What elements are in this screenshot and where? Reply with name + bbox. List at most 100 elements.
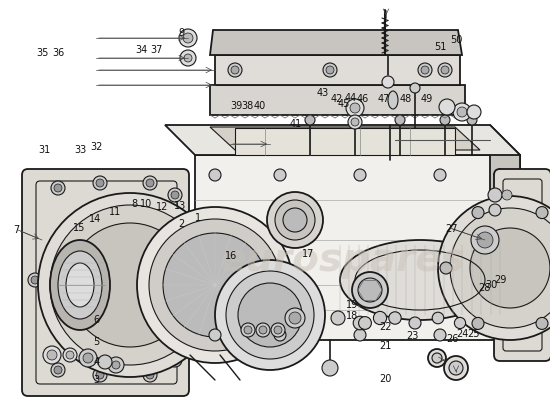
Text: 10: 10	[140, 199, 152, 209]
Text: 46: 46	[357, 94, 369, 104]
Circle shape	[244, 326, 252, 334]
Text: 42: 42	[331, 94, 343, 104]
Circle shape	[502, 190, 512, 200]
Circle shape	[93, 368, 107, 382]
Ellipse shape	[66, 263, 94, 307]
Circle shape	[149, 219, 281, 351]
Circle shape	[467, 115, 477, 125]
Text: 34: 34	[136, 45, 148, 55]
Text: 31: 31	[38, 145, 50, 155]
Text: 40: 40	[254, 101, 266, 111]
Text: 24: 24	[456, 329, 468, 339]
Circle shape	[438, 63, 452, 77]
Circle shape	[348, 115, 362, 129]
Circle shape	[38, 193, 222, 377]
Circle shape	[432, 353, 442, 363]
Circle shape	[326, 66, 334, 74]
Text: 49: 49	[420, 94, 432, 104]
Text: 45: 45	[338, 99, 350, 109]
Text: 19: 19	[346, 300, 358, 310]
Text: 12: 12	[156, 202, 168, 212]
Circle shape	[68, 223, 192, 347]
Text: 13: 13	[174, 202, 186, 211]
Circle shape	[434, 169, 446, 181]
Text: 3: 3	[93, 375, 100, 385]
Text: 30: 30	[485, 280, 497, 290]
Circle shape	[453, 103, 471, 121]
Circle shape	[440, 262, 452, 274]
Circle shape	[43, 346, 61, 364]
Circle shape	[421, 66, 429, 74]
Circle shape	[168, 353, 182, 367]
Circle shape	[450, 208, 550, 328]
Circle shape	[267, 192, 323, 248]
Circle shape	[354, 329, 366, 341]
Text: 27: 27	[445, 224, 457, 234]
Circle shape	[438, 196, 550, 340]
Ellipse shape	[58, 251, 102, 319]
Text: 20: 20	[379, 374, 391, 384]
Circle shape	[108, 357, 124, 373]
Text: 14: 14	[89, 214, 101, 224]
Circle shape	[98, 355, 112, 369]
Circle shape	[352, 272, 388, 308]
Circle shape	[146, 179, 154, 187]
Circle shape	[96, 179, 104, 187]
Circle shape	[163, 233, 267, 337]
Text: 15: 15	[73, 223, 85, 233]
Circle shape	[323, 63, 337, 77]
Text: 44: 44	[345, 93, 357, 103]
Text: 36: 36	[53, 48, 65, 58]
Text: 22: 22	[379, 322, 391, 332]
Polygon shape	[235, 128, 455, 155]
Circle shape	[410, 83, 420, 93]
Circle shape	[350, 103, 360, 113]
Circle shape	[439, 99, 455, 115]
Circle shape	[471, 226, 499, 254]
Polygon shape	[210, 85, 465, 115]
Circle shape	[215, 260, 325, 370]
Circle shape	[444, 356, 468, 380]
Polygon shape	[195, 155, 520, 340]
Text: 1: 1	[195, 213, 201, 223]
Text: 43: 43	[317, 88, 329, 98]
Circle shape	[470, 228, 550, 308]
Circle shape	[428, 349, 446, 367]
Polygon shape	[210, 30, 462, 55]
Circle shape	[536, 318, 548, 330]
Text: 38: 38	[241, 101, 254, 111]
Circle shape	[31, 276, 39, 284]
Circle shape	[536, 206, 548, 218]
Text: 39: 39	[230, 101, 243, 111]
Circle shape	[382, 76, 394, 88]
Text: 32: 32	[90, 142, 102, 152]
Circle shape	[54, 366, 62, 374]
Polygon shape	[210, 127, 480, 150]
FancyBboxPatch shape	[22, 169, 189, 396]
Circle shape	[454, 318, 466, 329]
Ellipse shape	[50, 240, 110, 330]
Circle shape	[353, 316, 367, 330]
Text: 28: 28	[478, 283, 490, 293]
Text: 26: 26	[446, 334, 458, 344]
Circle shape	[168, 188, 182, 202]
Circle shape	[179, 29, 197, 47]
Circle shape	[351, 118, 359, 126]
Circle shape	[83, 353, 93, 363]
Circle shape	[209, 169, 221, 181]
Circle shape	[322, 360, 338, 376]
Circle shape	[96, 371, 104, 379]
Circle shape	[274, 329, 286, 341]
Text: 17: 17	[302, 249, 314, 259]
Circle shape	[238, 283, 302, 347]
Circle shape	[395, 115, 405, 125]
Circle shape	[146, 371, 154, 379]
Text: 2: 2	[178, 219, 185, 229]
Text: 33: 33	[75, 145, 87, 155]
Circle shape	[418, 63, 432, 77]
Circle shape	[66, 351, 74, 359]
Circle shape	[137, 207, 293, 363]
Circle shape	[289, 312, 301, 324]
Circle shape	[143, 368, 157, 382]
Text: 5: 5	[93, 337, 100, 347]
